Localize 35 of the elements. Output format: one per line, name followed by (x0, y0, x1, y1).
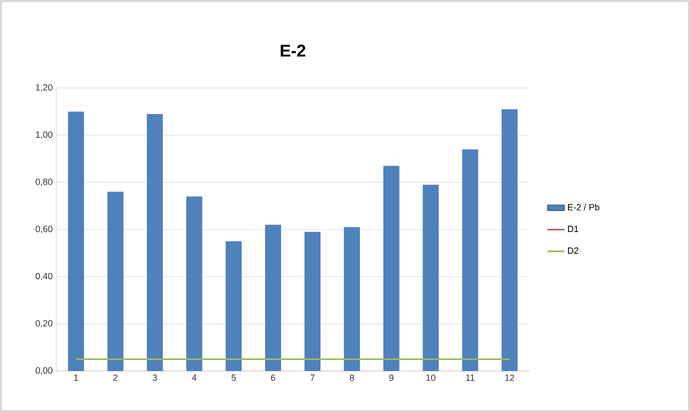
bar (107, 192, 124, 371)
bar (304, 232, 321, 371)
bar (146, 114, 163, 371)
x-tick-label: 5 (232, 374, 236, 381)
bar (344, 227, 360, 371)
legend-label: D1 (568, 226, 578, 232)
y-tick-label: 0,20 (36, 320, 52, 328)
bar (462, 149, 478, 371)
bar (422, 184, 439, 371)
legend-label: E-2 / Pb (568, 204, 600, 210)
x-tick-label: 2 (113, 374, 118, 381)
y-tick-label: 0,00 (36, 367, 52, 375)
x-tick-label: 10 (426, 374, 436, 381)
y-tick-label: 0,80 (36, 178, 52, 186)
x-tick-label: 6 (271, 374, 276, 381)
bar (383, 166, 400, 371)
x-tick-label: 1 (74, 374, 78, 381)
x-tick-label: 11 (466, 374, 474, 381)
bar (226, 241, 242, 371)
y-tick-label: 1,00 (36, 131, 52, 139)
x-tick-label: 12 (505, 374, 514, 381)
x-tick-label: 9 (389, 374, 394, 381)
x-tick-label: 8 (350, 374, 354, 381)
bar (502, 109, 518, 371)
bar (186, 196, 202, 371)
chart-title: E-2 (280, 44, 306, 56)
bar (68, 112, 84, 371)
y-tick-label: 0,60 (36, 226, 52, 234)
x-tick-label: 3 (152, 374, 157, 381)
x-tick-label: 4 (192, 374, 196, 381)
legend-label: D2 (568, 247, 578, 254)
y-tick-label: 0,40 (36, 272, 52, 280)
bar (265, 224, 282, 371)
x-tick-label: 7 (310, 374, 315, 381)
y-tick-label: 1,20 (36, 84, 52, 92)
